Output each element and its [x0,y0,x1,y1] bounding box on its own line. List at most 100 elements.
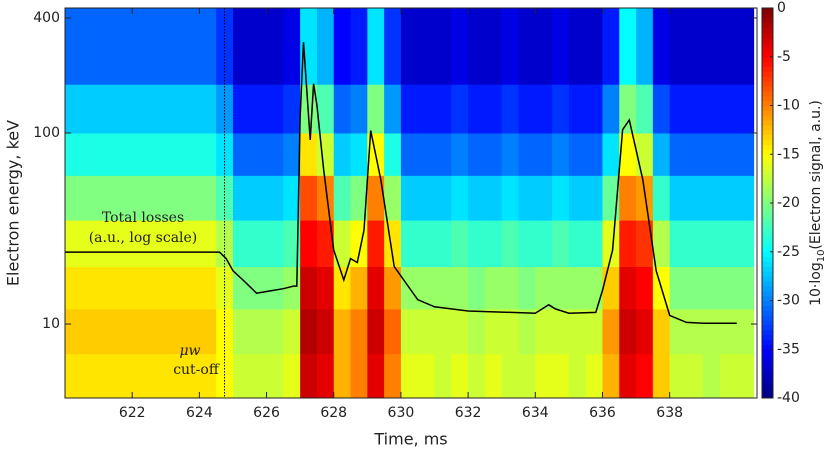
heatmap-cell [468,8,486,85]
x-tick-label: 626 [253,405,280,421]
heatmap-cell [501,84,519,134]
heatmap-cell [333,220,352,268]
heatmap-cell [132,84,150,134]
y-tick-label: 100 [33,125,60,141]
heatmap-cell [501,266,519,310]
heatmap-cell [535,8,553,85]
heatmap-cell [736,8,755,85]
heatmap-cell [501,308,519,355]
colorbar-swatch [762,232,773,238]
heatmap-cell [535,220,553,268]
colorbar-tick-label: -40 [777,390,800,406]
colorbar-swatch [762,363,773,370]
heatmap-cell [249,84,268,134]
heatmap-cell [736,175,755,221]
heatmap-cell [703,308,721,355]
heatmap-cell [451,132,469,176]
colorbar-swatch [762,144,773,150]
heatmap-cell [199,8,217,85]
y-axis-label: Electron energy, keV [4,120,23,286]
heatmap-cell [585,84,603,134]
heatmap-cell [266,308,284,355]
heatmap-cell [98,353,116,398]
heatmap-cell [568,308,587,355]
heatmap-cell [98,132,116,176]
heatmap-cell [501,353,519,398]
colorbar-swatch [762,261,773,267]
colorbar-swatch [762,329,773,336]
heatmap-cell [484,266,503,310]
heatmap-cell [552,175,570,221]
colorbar-label-part: 10·log [808,262,824,306]
heatmap-cell [451,8,469,85]
heatmap-cell [182,84,200,134]
heatmap-cell [484,132,503,176]
heatmap-cell [232,308,251,355]
colorbar-label-part: 10 [816,250,827,263]
heatmap-cell [367,175,385,221]
colorbar-swatch [762,334,773,340]
colorbar-swatch [762,368,773,375]
heatmap-cell [132,8,150,85]
heatmap-cell [736,132,755,176]
heatmap-cell [585,353,603,398]
heatmap-cell [552,84,570,134]
colorbar-swatch [762,168,773,175]
heatmap-cell [98,266,116,310]
heatmap-cell [350,266,368,310]
heatmap-cell [669,353,687,398]
heatmap-cell [417,308,436,355]
heatmap-cell [81,175,100,221]
heatmap-cell [434,132,452,176]
heatmap-cell [535,84,553,134]
heatmap-cell [384,308,402,355]
heatmap-cell [568,175,587,221]
heatmap-cell [81,308,100,355]
heatmap-cell [720,84,738,134]
colorbar-swatch [762,105,773,111]
heatmap-cell [669,84,687,134]
colorbar-swatch [762,22,773,28]
colorbar-swatch [762,198,773,204]
heatmap-cell [232,175,251,221]
heatmap-cell [199,266,217,310]
heatmap-cell [669,175,687,221]
heatmap-cell [132,220,150,268]
colorbar-tick-label: -15 [777,146,800,162]
heatmap-cell [585,266,603,310]
heatmap-cell [367,266,385,310]
heatmap-cell [602,8,620,85]
heatmap-cell [98,8,116,85]
heatmap-cell [300,132,318,176]
colorbar-swatch [762,100,773,106]
heatmap-cell [619,175,637,221]
heatmap-cell [535,308,553,355]
colorbar-swatch [762,27,773,33]
heatmap-cell [65,308,83,355]
colorbar-swatch [762,149,773,155]
heatmap-cell [115,220,133,268]
colorbar-swatch [762,227,773,233]
heatmap-cell [501,220,519,268]
losses-line [65,42,737,324]
colorbar-swatch [762,359,773,365]
heatmap-cell [65,175,83,221]
heatmap-cell [182,220,200,268]
colorbar-swatch [762,354,773,360]
heatmap-cell [535,132,553,176]
heatmap-cell [249,220,268,268]
heatmap-cell [249,132,268,176]
heatmap-cell [568,8,587,85]
heatmap-cell [602,266,620,310]
heatmap-cell [568,84,587,134]
colorbar-swatch [762,125,773,131]
heatmap-cell [451,266,469,310]
colorbar-swatch [762,285,773,292]
heatmap-cell [300,175,318,221]
heatmap-cell [148,8,167,85]
heatmap-cell [316,353,335,398]
heatmap-cell [199,84,217,134]
heatmap-cell [115,8,133,85]
heatmap-cell [182,353,200,398]
y-tick-label: 10 [42,316,60,332]
